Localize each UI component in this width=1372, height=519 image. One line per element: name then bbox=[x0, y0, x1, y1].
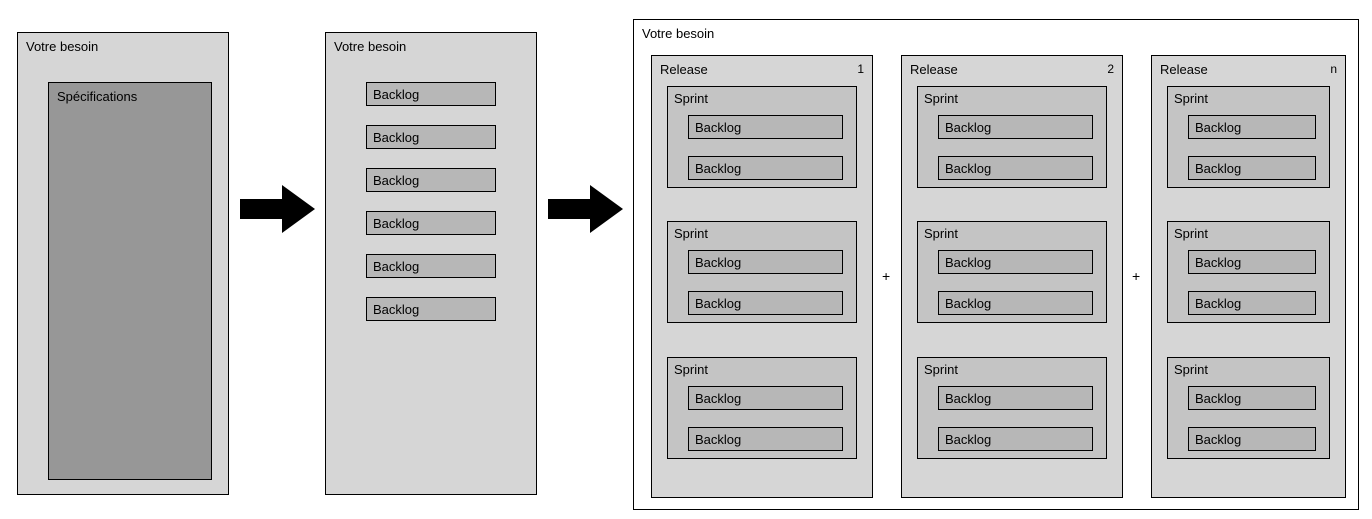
backlog-item: Backlog bbox=[688, 250, 843, 274]
backlog-item: Backlog bbox=[688, 291, 843, 315]
specifications-label: Spécifications bbox=[57, 89, 137, 104]
backlog-item: Backlog bbox=[366, 211, 496, 235]
release-number: n bbox=[1330, 62, 1337, 76]
panel-title: Votre besoin bbox=[26, 39, 98, 54]
backlog-item: Backlog bbox=[1188, 386, 1316, 410]
sprint-title: Sprint bbox=[924, 91, 958, 106]
backlog-item: Backlog bbox=[1188, 427, 1316, 451]
backlog-item: Backlog bbox=[938, 250, 1093, 274]
release-number: 2 bbox=[1107, 62, 1114, 76]
specifications-box: Spécifications bbox=[48, 82, 212, 480]
backlog-item: Backlog bbox=[366, 125, 496, 149]
backlog-item: Backlog bbox=[938, 291, 1093, 315]
sprint-title: Sprint bbox=[674, 226, 708, 241]
sprint-title: Sprint bbox=[1174, 226, 1208, 241]
backlog-item: Backlog bbox=[938, 386, 1093, 410]
backlog-item: Backlog bbox=[938, 427, 1093, 451]
sprint-title: Sprint bbox=[674, 91, 708, 106]
backlog-item: Backlog bbox=[366, 297, 496, 321]
release-title: Release bbox=[910, 62, 958, 77]
backlog-item: Backlog bbox=[688, 115, 843, 139]
release-title: Release bbox=[660, 62, 708, 77]
plus-icon: + bbox=[1132, 268, 1140, 284]
sprint-title: Sprint bbox=[1174, 91, 1208, 106]
plus-icon: + bbox=[882, 268, 890, 284]
backlog-item: Backlog bbox=[1188, 115, 1316, 139]
backlog-item: Backlog bbox=[688, 156, 843, 180]
backlog-item: Backlog bbox=[366, 82, 496, 106]
release-number: 1 bbox=[857, 62, 864, 76]
arrow-icon bbox=[240, 185, 315, 238]
sprint-title: Sprint bbox=[924, 226, 958, 241]
sprint-title: Sprint bbox=[674, 362, 708, 377]
backlog-item: Backlog bbox=[366, 254, 496, 278]
sprint-title: Sprint bbox=[1174, 362, 1208, 377]
backlog-item: Backlog bbox=[1188, 291, 1316, 315]
sprint-title: Sprint bbox=[924, 362, 958, 377]
backlog-item: Backlog bbox=[938, 115, 1093, 139]
arrow-icon bbox=[548, 185, 623, 238]
backlog-item: Backlog bbox=[688, 427, 843, 451]
release-title: Release bbox=[1160, 62, 1208, 77]
panel-title: Votre besoin bbox=[334, 39, 406, 54]
backlog-item: Backlog bbox=[938, 156, 1093, 180]
backlog-item: Backlog bbox=[688, 386, 843, 410]
backlog-item: Backlog bbox=[1188, 250, 1316, 274]
panel-title: Votre besoin bbox=[642, 26, 714, 41]
backlog-item: Backlog bbox=[366, 168, 496, 192]
backlog-item: Backlog bbox=[1188, 156, 1316, 180]
